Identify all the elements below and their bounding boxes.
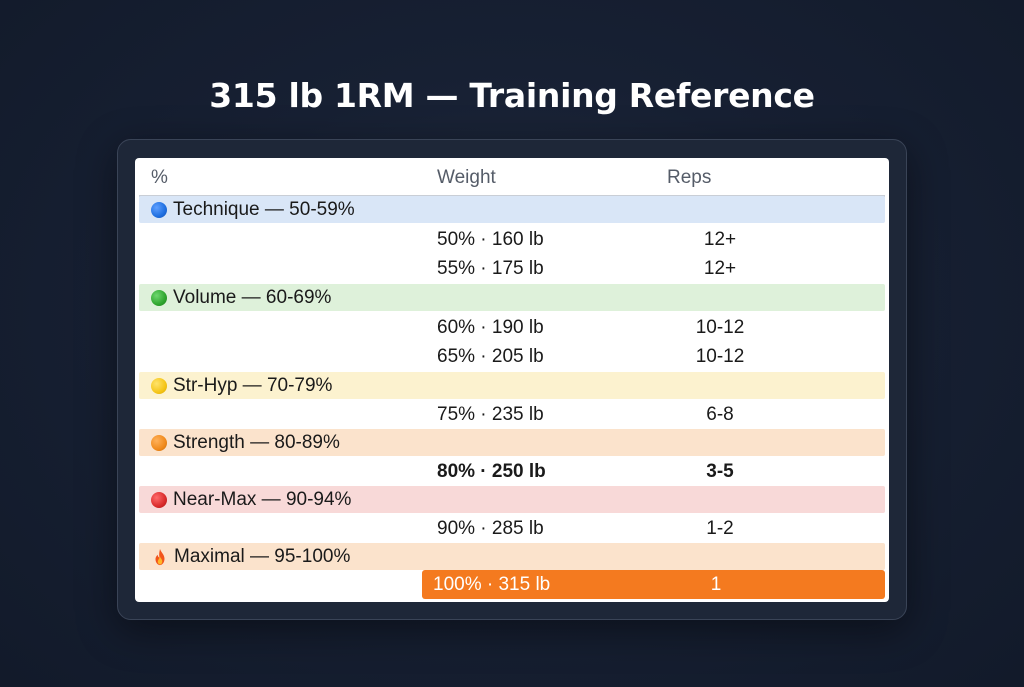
group-label-text: Strength — 80-89% (173, 432, 340, 453)
page-title: 315 lb 1RM — Training Reference (209, 76, 815, 115)
weight-cell: 60% · 190 lb (437, 317, 544, 338)
table-row: 75% · 235 lb 6-8 (139, 400, 885, 429)
weight-cell: 50% · 160 lb (437, 229, 544, 250)
reps-cell: 10-12 (695, 346, 745, 367)
group-row-near-max: Near-Max — 90-94% (139, 486, 885, 513)
group-label-text: Maximal — 95-100% (174, 546, 351, 567)
reps-cell: 6-8 (706, 404, 734, 425)
weight-cell: 75% · 235 lb (437, 404, 544, 425)
yellow-circle-icon (151, 377, 167, 394)
weight-cell: 55% · 175 lb (437, 258, 544, 279)
group-row-technique: Technique — 50-59% (139, 196, 885, 223)
table-header: % Weight Reps (139, 158, 885, 197)
fire-icon (155, 548, 165, 565)
orange-circle-icon (151, 434, 167, 451)
green-circle-icon (151, 289, 167, 306)
header-weight: Weight (437, 167, 496, 188)
group-label-volume: Volume — 60-69% (151, 284, 331, 311)
reps-cell: 12+ (703, 229, 737, 250)
group-label-text: Volume — 60-69% (173, 287, 332, 308)
group-label-near-max: Near-Max — 90-94% (151, 486, 351, 513)
weight-cell: 65% · 205 lb (437, 346, 544, 367)
group-label-maximal: Maximal — 95-100% (151, 543, 350, 570)
group-label-text: Near-Max — 90-94% (173, 489, 352, 510)
training-table: % Weight Reps Technique — 50-59% 50% · 1… (135, 158, 889, 602)
reps-cell: 12+ (703, 258, 737, 279)
group-row-volume: Volume — 60-69% (139, 284, 885, 311)
group-row-strength: Strength — 80-89% (139, 429, 885, 456)
group-label-str-hyp: Str-Hyp — 70-79% (151, 372, 332, 399)
weight-cell: 80% · 250 lb (437, 461, 546, 482)
reps-cell: 1-2 (706, 518, 734, 539)
group-label-strength: Strength — 80-89% (151, 429, 340, 456)
group-label-text: Technique — 50-59% (173, 199, 355, 220)
reps-cell: 3-5 (706, 461, 734, 482)
header-reps: Reps (667, 167, 712, 188)
group-row-str-hyp: Str-Hyp — 70-79% (139, 372, 885, 399)
table-row: 80% · 250 lb 3-5 (139, 457, 885, 486)
table-row: 50% · 160 lb 12+ (139, 225, 885, 254)
reps-cell: 10-12 (695, 317, 745, 338)
group-label-technique: Technique — 50-59% (151, 196, 355, 223)
table-row: 60% · 190 lb 10-12 (139, 313, 885, 342)
weight-cell: 90% · 285 lb (437, 518, 544, 539)
red-circle-icon (151, 491, 167, 508)
table-row: 90% · 285 lb 1-2 (139, 514, 885, 543)
blue-circle-icon (151, 201, 167, 218)
table-row: 55% · 175 lb 12+ (139, 254, 885, 283)
group-row-maximal: Maximal — 95-100% (139, 543, 885, 570)
group-label-text: Str-Hyp — 70-79% (173, 375, 333, 396)
header-pct: % (151, 167, 168, 188)
table-row: 65% · 205 lb 10-12 (139, 342, 885, 371)
